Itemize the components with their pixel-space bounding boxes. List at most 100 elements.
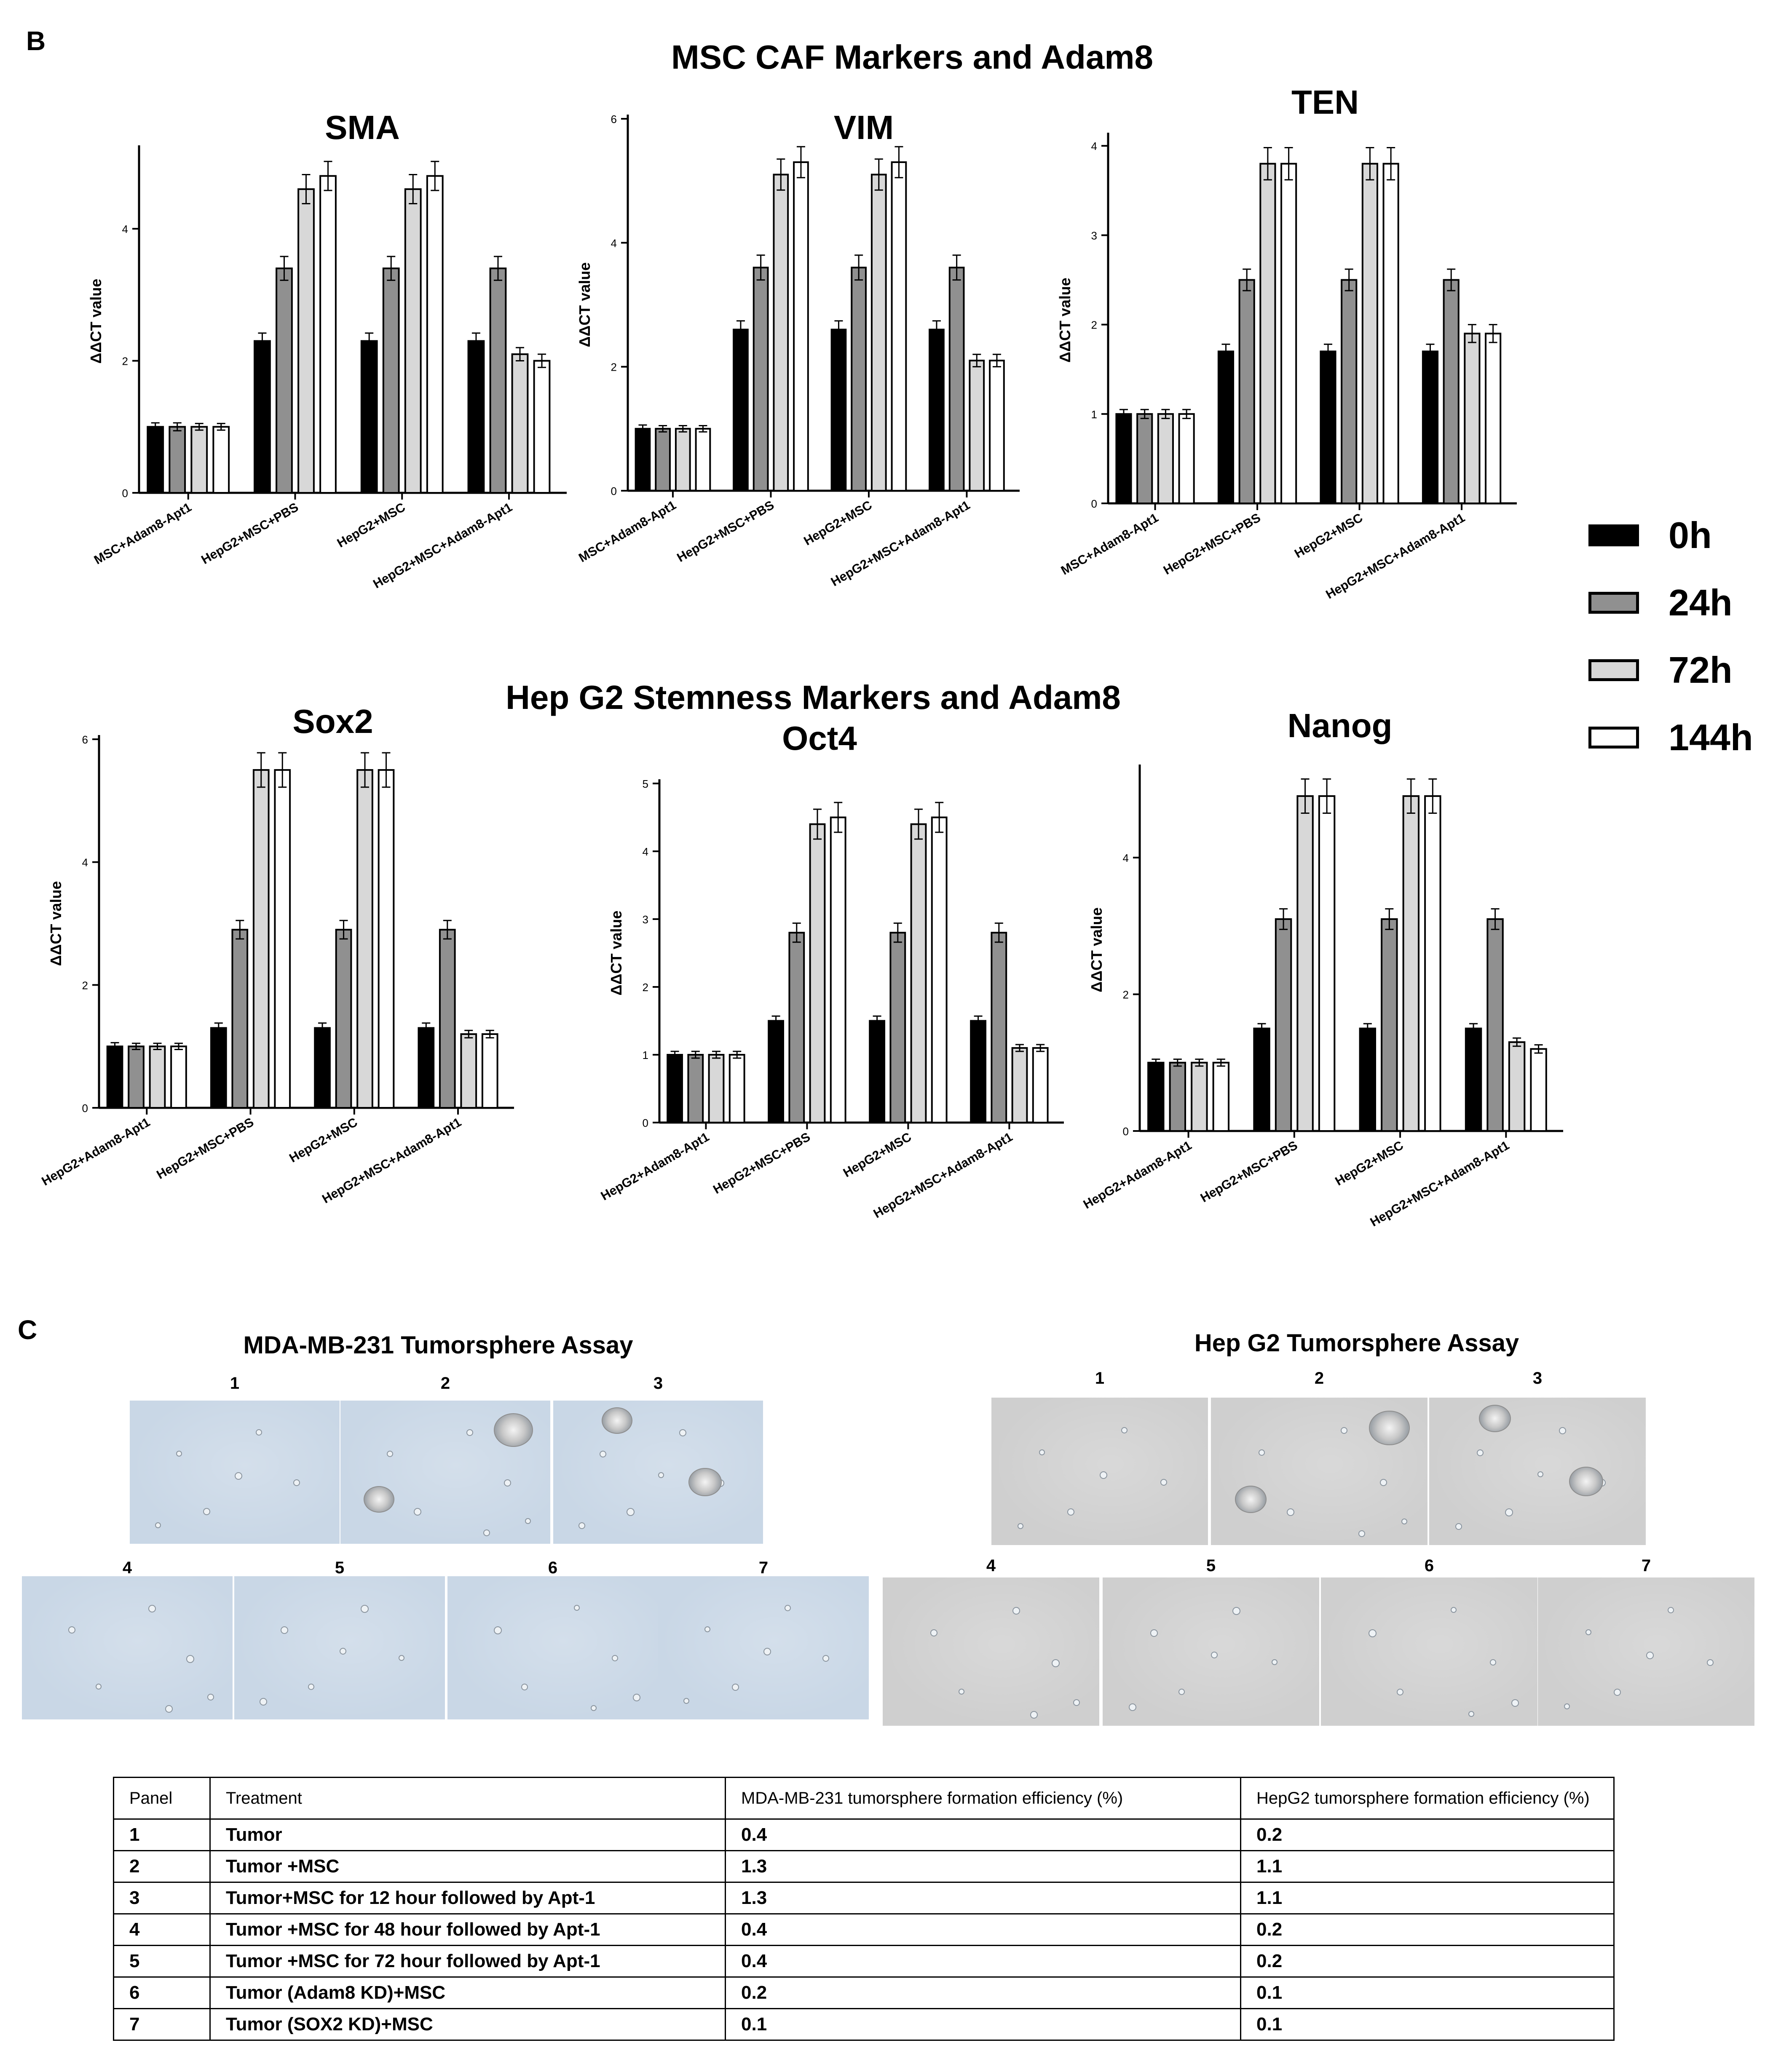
single-cell <box>165 1705 173 1713</box>
photo-number-label: 6 <box>1424 1556 1434 1575</box>
legend-label-72h: 72h <box>1669 649 1733 691</box>
x-tick-label: HepG2+MSC <box>1292 511 1365 561</box>
bar-144h <box>830 816 846 1123</box>
bar-72h <box>149 1045 166 1109</box>
photo-hepg2-4 <box>883 1577 1099 1726</box>
y-tick-label: 0 <box>1091 497 1097 510</box>
table-cell-panel: 4 <box>113 1913 211 1946</box>
table-cell-mda: 0.2 <box>725 1976 1241 2009</box>
photo-mda-1 <box>130 1401 340 1544</box>
single-cell <box>763 1648 771 1655</box>
legend-label-0h: 0h <box>1669 514 1712 556</box>
bar-72h <box>1259 163 1276 505</box>
bar-144h <box>274 769 291 1109</box>
chart-title: Sox2 <box>292 708 373 740</box>
photo-number-label: 7 <box>758 1559 769 1577</box>
single-cell <box>96 1684 102 1690</box>
single-cell <box>732 1684 739 1691</box>
bar-0h <box>106 1045 123 1109</box>
single-cell <box>260 1698 267 1706</box>
photo-number-label: 6 <box>548 1559 558 1577</box>
photo-mda-4 <box>22 1576 233 1719</box>
bar-0h <box>147 426 164 494</box>
photo-mda-7 <box>658 1576 869 1719</box>
single-cell <box>1451 1607 1457 1613</box>
tumorsphere <box>363 1486 395 1513</box>
y-tick-label: 0 <box>122 487 128 500</box>
single-cell <box>1511 1699 1519 1707</box>
table-cell-mda: 0.4 <box>725 1818 1241 1851</box>
legend-label-24h: 24h <box>1669 582 1733 623</box>
single-cell <box>1271 1659 1277 1665</box>
bar-144h <box>170 1045 187 1109</box>
photo-mda-3 <box>553 1401 763 1544</box>
bar-24h <box>128 1045 145 1109</box>
photo-number-label: 7 <box>1641 1556 1651 1575</box>
table-cell-mda: 0.4 <box>725 1945 1241 1978</box>
assay-title-hepg2: Hep G2 Tumorsphere Assay <box>1194 1329 1519 1357</box>
single-cell <box>1369 1629 1377 1638</box>
single-cell <box>1668 1607 1674 1614</box>
photo-number-label: 4 <box>986 1556 996 1575</box>
single-cell <box>822 1655 829 1662</box>
legend-item-0h: 0h <box>1588 514 1712 557</box>
table-cell-panel: 5 <box>113 1945 211 1978</box>
bar-0h <box>733 329 749 492</box>
single-cell <box>1150 1629 1158 1637</box>
photo-number-label: 1 <box>1095 1369 1105 1388</box>
bar-72h <box>870 174 887 492</box>
table-cell-hepg2: 0.2 <box>1240 1913 1615 1946</box>
photo-hepg2-2 <box>1211 1398 1427 1545</box>
assay-title-mda: MDA-MB-231 Tumorsphere Assay <box>243 1331 633 1359</box>
bar-72h <box>1011 1047 1028 1124</box>
table-cell-panel: 1 <box>113 1818 211 1851</box>
table-cell-hepg2: 0.1 <box>1240 1976 1615 2009</box>
photo-number-label: 2 <box>440 1374 450 1393</box>
x-tick-label: HepG2+MSC <box>841 1130 914 1180</box>
single-cell <box>1455 1523 1462 1530</box>
single-cell <box>612 1655 618 1661</box>
photo-number-label: 3 <box>653 1374 663 1393</box>
single-cell <box>1259 1449 1265 1456</box>
table-header-treatment: Treatment <box>209 1777 726 1820</box>
bar-24h <box>276 267 293 494</box>
table-cell-mda: 0.1 <box>725 2008 1241 2041</box>
single-cell <box>1051 1659 1060 1667</box>
bar-24h <box>655 428 671 492</box>
photo-number-label: 2 <box>1314 1369 1324 1388</box>
bar-0h <box>635 428 651 492</box>
bar-144h <box>989 359 1005 492</box>
bar-144h <box>1382 163 1399 505</box>
table-cell-treatment: Tumor <box>209 1818 726 1851</box>
single-cell <box>207 1693 214 1700</box>
table-cell-treatment: Tumor +MSC for 48 hour followed by Apt-1 <box>209 1913 726 1946</box>
single-cell <box>148 1605 156 1612</box>
single-cell <box>399 1655 404 1661</box>
bar-72h <box>675 428 691 492</box>
photo-mda-5 <box>234 1576 445 1719</box>
bar-144h <box>1280 163 1297 505</box>
table-header-panel: Panel <box>113 1777 211 1820</box>
y-tick-label: 2 <box>122 355 128 368</box>
bar-72h <box>773 174 789 492</box>
table-cell-panel: 3 <box>113 1882 211 1914</box>
table-row: 7 Tumor (SOX2 KD)+MSC 0.1 0.1 <box>113 2008 1615 2041</box>
bar-0h <box>1115 413 1132 504</box>
bar-24h <box>489 267 507 494</box>
tumorsphere <box>1479 1404 1511 1432</box>
x-tick-label: HepG2+Adam8-Apt1 <box>1081 1138 1194 1211</box>
single-cell <box>68 1626 75 1634</box>
section-title-msc: MSC CAF Markers and Adam8 <box>671 38 1153 76</box>
single-cell <box>1160 1478 1167 1486</box>
y-tick-label: 4 <box>82 856 88 869</box>
single-cell <box>155 1522 161 1528</box>
bar-72h <box>356 769 373 1109</box>
single-cell <box>627 1508 635 1516</box>
x-tick-label: HepG2+MSC <box>335 500 408 550</box>
single-cell <box>1468 1711 1474 1717</box>
bar-24h <box>1381 918 1398 1132</box>
single-cell <box>504 1479 512 1486</box>
bar-24h <box>687 1054 704 1123</box>
single-cell <box>176 1451 182 1457</box>
bar-0h <box>467 340 485 494</box>
